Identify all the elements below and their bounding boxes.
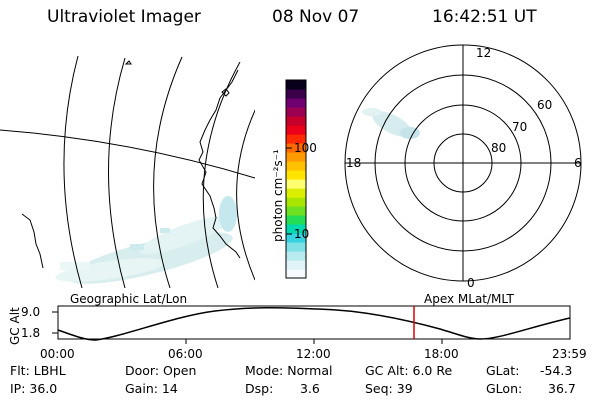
coastline-small bbox=[124, 60, 132, 65]
colorbar-segment bbox=[286, 89, 306, 99]
colorbar-segment bbox=[286, 251, 306, 261]
time-tick-1200: 12:00 bbox=[296, 347, 331, 361]
apex-label: Apex MLat/MLT bbox=[424, 292, 514, 306]
colorbar-segment bbox=[286, 116, 306, 126]
polar-lat-60: 60 bbox=[537, 98, 553, 112]
polar-mlt-18: 18 bbox=[346, 156, 362, 170]
colorbar-segment bbox=[286, 170, 306, 180]
colorbar-segment bbox=[286, 179, 306, 189]
status-glat-label: GLat: bbox=[486, 363, 520, 378]
status-dsp-value: 3.6 bbox=[300, 381, 320, 396]
colorbar-segment bbox=[286, 134, 306, 144]
colorbar-segment bbox=[286, 80, 306, 90]
altitude-frame bbox=[57, 305, 571, 340]
status-gc-altitude: GC Alt: 6.0 Re bbox=[365, 363, 453, 378]
colorbar-tick-100: 100 bbox=[294, 141, 317, 155]
status-dsp-label: Dsp: bbox=[245, 381, 274, 396]
auroral-emission bbox=[55, 196, 237, 284]
altitude-plot bbox=[52, 305, 571, 344]
status-ip: IP: 36.0 bbox=[10, 381, 58, 396]
status-glat-value: -54.3 bbox=[540, 363, 573, 378]
colorbar-segment bbox=[286, 161, 306, 171]
colorbar-frame bbox=[285, 79, 307, 279]
time-tick-0600: 06:00 bbox=[168, 347, 203, 361]
altitude-curve bbox=[57, 307, 571, 341]
status-filter: Flt: LBHL bbox=[10, 363, 66, 378]
polar-lat-80: 80 bbox=[491, 141, 507, 155]
colorbar-segment bbox=[286, 233, 306, 243]
time-tick-0000: 00:00 bbox=[40, 347, 75, 361]
colorbar-segment bbox=[286, 107, 306, 117]
colorbar-segment bbox=[286, 260, 306, 270]
colorbar-segment bbox=[286, 143, 306, 153]
coastline bbox=[198, 69, 241, 259]
altitude-tick-9: 9.0 bbox=[21, 305, 41, 319]
coastline-west bbox=[21, 213, 44, 269]
polar-plot bbox=[344, 44, 582, 282]
colorbar-segment bbox=[286, 197, 306, 207]
colorbar-segment bbox=[286, 188, 306, 198]
colorbar bbox=[285, 79, 307, 279]
status-mode: Mode: Normal bbox=[245, 363, 333, 378]
altitude-axis-label: GC Alt bbox=[8, 307, 22, 345]
colorbar-segment bbox=[286, 98, 306, 108]
status-glon-label: GLon: bbox=[486, 381, 523, 396]
image-date: 08 Nov 07 bbox=[272, 7, 360, 27]
polar-mlt-6: 6 bbox=[574, 156, 582, 170]
polar-mlt-0: 0 bbox=[467, 276, 475, 290]
altitude-tick-1-8: 1.8 bbox=[21, 326, 41, 340]
colorbar-segment bbox=[286, 269, 306, 279]
status-gain: Gain: 14 bbox=[125, 381, 178, 396]
geographic-map bbox=[0, 55, 255, 288]
colorbar-segment bbox=[286, 206, 306, 216]
colorbar-unit-label: photon cm⁻²s⁻¹ bbox=[271, 149, 285, 242]
time-tick-1800: 18:00 bbox=[424, 347, 459, 361]
colorbar-ticks bbox=[286, 147, 292, 235]
page-title: Ultraviolet Imager bbox=[47, 7, 201, 27]
colorbar-segment bbox=[286, 152, 306, 162]
colorbar-tick-10: 10 bbox=[294, 227, 310, 241]
colorbar-segment bbox=[286, 215, 306, 225]
colorbar-segment bbox=[286, 125, 306, 135]
status-sequence: Seq: 39 bbox=[365, 381, 413, 396]
time-tick-2359: 23:59 bbox=[552, 347, 587, 361]
polar-lat-70: 70 bbox=[512, 120, 528, 134]
polar-mlt-12: 12 bbox=[476, 46, 492, 60]
image-time: 16:42:51 UT bbox=[432, 7, 537, 27]
colorbar-segment bbox=[286, 242, 306, 252]
status-door: Door: Open bbox=[125, 363, 197, 378]
geographic-label: Geographic Lat/Lon bbox=[70, 292, 188, 306]
coastline-island bbox=[221, 88, 230, 97]
status-glon-value: 36.7 bbox=[548, 381, 576, 396]
colorbar-segment bbox=[286, 224, 306, 234]
